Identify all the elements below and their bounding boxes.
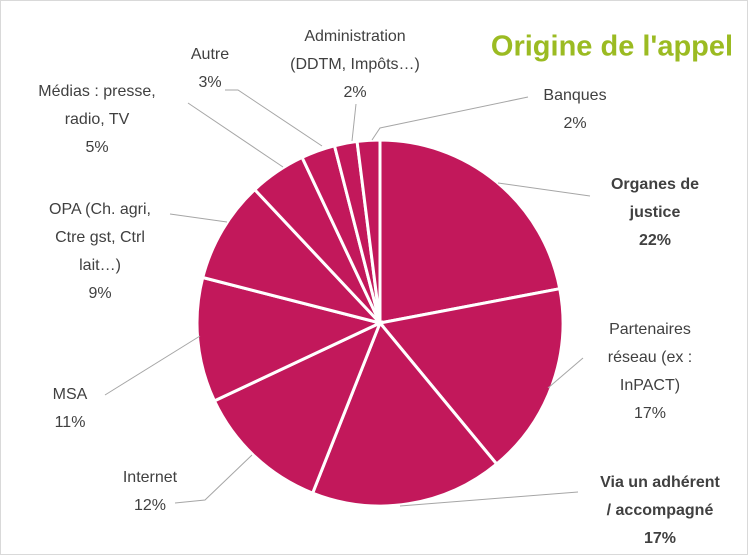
pie-slice [355, 138, 382, 324]
data-label: 2% [343, 84, 366, 101]
leader-line [174, 454, 253, 504]
category-label: Via un adhérent / accompagné [600, 474, 720, 519]
leader-line [225, 89, 323, 147]
data-label: 2% [563, 115, 586, 132]
category-label: OPA (Ch. agri, Ctre gst, Ctrl lait…) [49, 201, 151, 274]
pie-slice [195, 275, 385, 403]
leader-line [547, 357, 584, 389]
data-label: 17% [634, 405, 666, 422]
data-label: 11% [55, 414, 86, 431]
leader-line [351, 103, 357, 142]
category-label: Internet [123, 469, 178, 486]
chart-title: Origine de l'appel [491, 31, 733, 63]
category-label: Administration (DDTM, Impôts…) [290, 28, 420, 73]
category-label: Médias : presse, radio, TV [38, 83, 155, 128]
leader-line [497, 182, 591, 197]
leader-line [169, 213, 228, 223]
category-label: Autre [191, 46, 229, 63]
data-label: 5% [85, 139, 108, 156]
pie-slice [200, 187, 385, 326]
pie-slice [310, 320, 499, 508]
data-label: 9% [88, 285, 111, 302]
data-label: 3% [198, 74, 221, 91]
category-label: Organes de justice [611, 176, 699, 221]
category-label: MSA [53, 386, 88, 403]
category-label: Banques [543, 87, 606, 104]
pie-slice [212, 320, 383, 496]
pie-slice [378, 138, 562, 325]
category-label: Partenaires réseau (ex : InPACT) [608, 321, 692, 394]
leader-line [104, 335, 201, 396]
data-label: 22% [639, 232, 671, 249]
leader-line [399, 491, 579, 507]
leader-line [371, 96, 529, 141]
data-label: 17% [644, 530, 676, 547]
data-label: 12% [134, 497, 166, 514]
leader-line [187, 102, 284, 168]
